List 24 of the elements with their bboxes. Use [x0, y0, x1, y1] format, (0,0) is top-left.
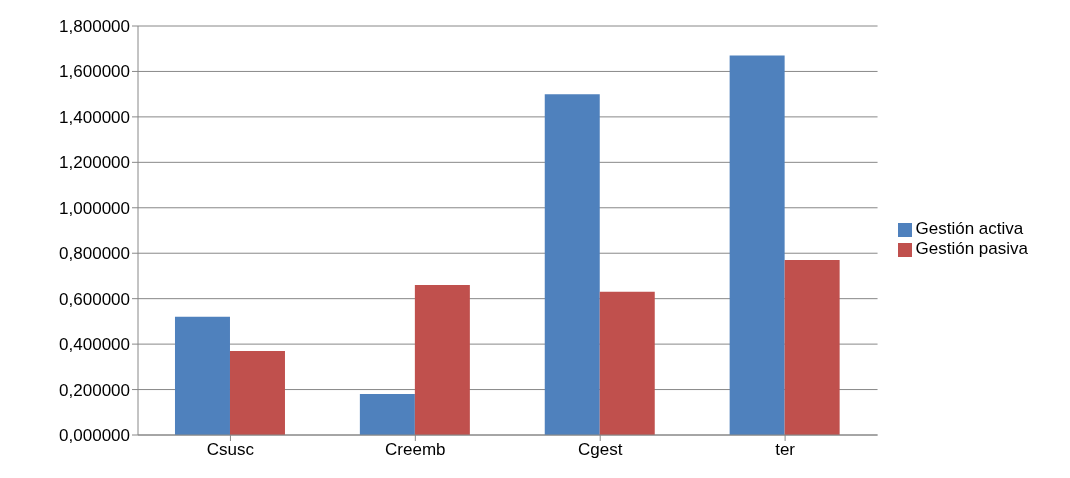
- y-tick-label: 1,200000: [59, 153, 130, 173]
- x-tick-label: Csusc: [206, 440, 255, 460]
- legend-label: Gestión activa: [915, 219, 1024, 238]
- y-tick-label: 0,000000: [59, 426, 130, 446]
- y-tick-label: 1,000000: [59, 198, 130, 218]
- x-tick-label: Cgest: [578, 440, 623, 460]
- y-tick-label: 1,600000: [59, 62, 130, 82]
- bar: [229, 350, 285, 435]
- y-tick-label: 0,200000: [59, 380, 130, 400]
- y-tick-label: 0,400000: [59, 335, 130, 355]
- bar: [414, 285, 470, 435]
- y-tick-label: 0,800000: [59, 244, 130, 264]
- y-tick-label: 0,600000: [59, 289, 130, 309]
- bar: [359, 394, 415, 435]
- bar: [544, 94, 600, 435]
- x-tick-label: Creemb: [385, 440, 446, 460]
- legend-label: Gestión pasiva: [915, 239, 1028, 258]
- bar: [599, 291, 655, 435]
- bar: [784, 260, 840, 435]
- y-tick-label: 1,800000: [59, 17, 130, 37]
- bar: [729, 55, 785, 435]
- bar: [174, 316, 230, 435]
- x-tick-label: ter: [775, 440, 796, 460]
- y-tick-label: 1,400000: [59, 107, 130, 127]
